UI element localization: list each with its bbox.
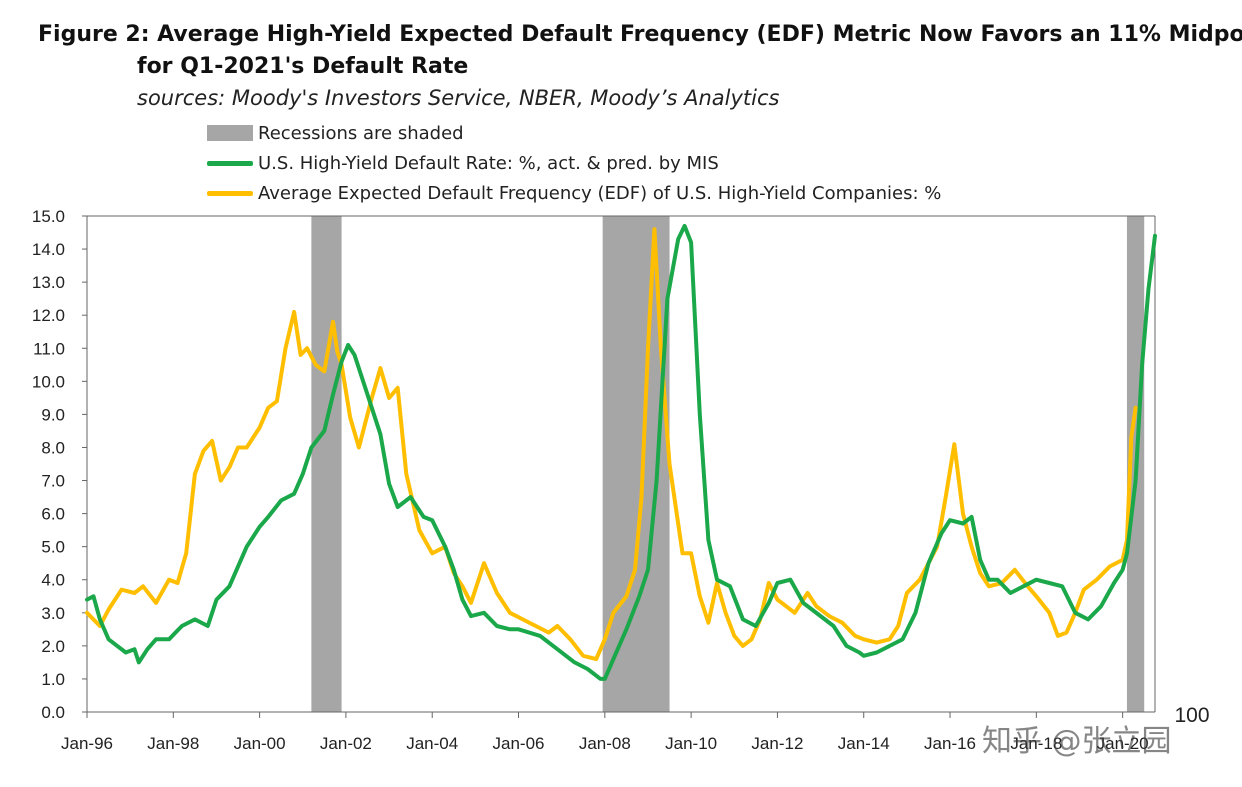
overlay-number: 100 — [1174, 704, 1209, 727]
x-tick-label: Jan-04 — [406, 734, 458, 753]
y-tick-label: 9.0 — [41, 405, 65, 424]
legend-label-default-rate: U.S. High-Yield Default Rate: %, act. & … — [258, 152, 719, 174]
y-tick-label: 6.0 — [41, 505, 65, 524]
legend-swatch-edf — [207, 190, 253, 196]
y-tick-label: 8.0 — [41, 438, 65, 457]
x-tick-label: Jan-14 — [838, 734, 890, 753]
y-tick-label: 4.0 — [41, 571, 65, 590]
y-tick-label: 12.0 — [32, 306, 65, 325]
x-tick-label: Jan-02 — [320, 734, 372, 753]
x-tick-label: Jan-10 — [665, 734, 717, 753]
y-tick-label: 13.0 — [32, 273, 65, 292]
chart-title-line-1: Figure 2: Average High-Yield Expected De… — [38, 22, 1242, 47]
x-tick-label: Jan-06 — [493, 734, 545, 753]
x-tick-label: Jan-98 — [147, 734, 199, 753]
legend-item-edf: Average Expected Default Frequency (EDF)… — [207, 181, 941, 205]
recession-band-1 — [311, 216, 342, 712]
y-tick-label: 1.0 — [41, 670, 65, 689]
legend-item-default-rate: U.S. High-Yield Default Rate: %, act. & … — [207, 151, 719, 175]
y-tick-label: 7.0 — [41, 472, 65, 491]
legend-label-edf: Average Expected Default Frequency (EDF)… — [258, 182, 942, 204]
y-tick-label: 3.0 — [41, 604, 65, 623]
legend-swatch-default-rate — [207, 160, 253, 166]
x-tick-label: Jan-12 — [751, 734, 803, 753]
legend-swatch-recession — [207, 125, 253, 141]
legend-item-recessions: Recessions are shaded — [207, 121, 464, 145]
x-tick-label: Jan-18 — [1010, 734, 1062, 753]
y-tick-label: 2.0 — [41, 637, 65, 656]
watermark: 知乎 @张立园 — [982, 724, 1172, 759]
x-tick-label: Jan-08 — [579, 734, 631, 753]
y-tick-label: 11.0 — [33, 339, 65, 358]
y-tick-label: 0.0 — [41, 703, 65, 722]
y-tick-label: 15.0 — [32, 207, 65, 226]
legend-label-recessions: Recessions are shaded — [258, 122, 464, 144]
chart-subtitle: sources: Moody's Investors Service, NBER… — [137, 86, 780, 110]
series-line-default-rate — [85, 223, 1157, 681]
y-tick-label: 5.0 — [41, 538, 65, 557]
x-tick-label: Jan-16 — [924, 734, 976, 753]
x-tick-label: Jan-96 — [61, 734, 113, 753]
x-tick-label: Jan-00 — [234, 734, 286, 753]
y-tick-label: 14.0 — [32, 240, 65, 259]
y-tick-label: 10.0 — [32, 372, 65, 391]
chart-title-line-2: for Q1-2021's Default Rate — [137, 54, 469, 79]
x-tick-label: Jan-20 — [1097, 734, 1149, 753]
series-line-edf — [85, 227, 1138, 662]
